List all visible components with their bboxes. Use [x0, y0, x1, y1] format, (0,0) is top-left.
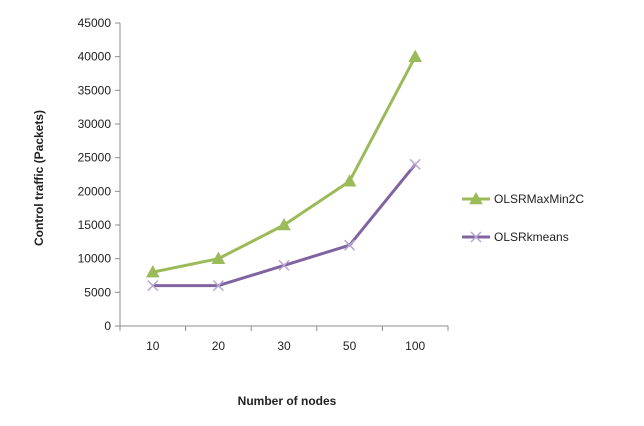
y-tick-label: 25000	[78, 151, 112, 165]
x-tick-label: 20	[212, 339, 226, 353]
x-tick-label: 30	[277, 339, 291, 353]
data-point	[212, 280, 224, 292]
series-layer	[145, 49, 423, 292]
y-tick-labels: 0 5000 10000 15000 20000 25000 30000 35000 40000…	[78, 16, 112, 333]
legend-item: OLSRMaxMin2C	[462, 191, 584, 206]
x-tick-labels: 10 20 30 50 100	[146, 339, 425, 353]
y-axis-title: Control traffic (Packets)	[32, 110, 46, 246]
axes	[115, 22, 449, 331]
data-point	[145, 265, 160, 278]
x-tick-label: 100	[405, 339, 425, 353]
legend-marker	[469, 191, 483, 205]
data-point	[211, 251, 226, 264]
x-tick-label: 50	[343, 339, 357, 353]
x-axis-title: Number of nodes	[238, 394, 337, 408]
data-point	[277, 217, 291, 231]
y-tick-label: 20000	[78, 184, 112, 198]
legend: OLSRMaxMin2C OLSRkmeans	[462, 191, 584, 244]
y-tick-label: 30000	[78, 117, 112, 131]
series-1	[145, 49, 423, 278]
y-tick-label: 35000	[78, 83, 112, 97]
series-2	[147, 158, 421, 292]
legend-item: OLSRkmeans	[462, 230, 569, 244]
y-tick-label: 10000	[78, 252, 112, 266]
data-point	[147, 280, 159, 292]
legend-label: OLSRkmeans	[494, 230, 569, 244]
y-tick-label: 45000	[78, 16, 112, 30]
y-tick-label: 40000	[78, 50, 112, 64]
y-tick-label: 15000	[78, 218, 112, 232]
legend-label: OLSRMaxMin2C	[494, 192, 584, 206]
data-point	[408, 49, 423, 62]
y-tick-label: 0	[104, 319, 111, 333]
data-point	[278, 259, 290, 271]
data-point	[342, 174, 357, 187]
series-line	[152, 55, 417, 274]
data-point	[409, 158, 421, 170]
data-point	[344, 239, 356, 251]
y-tick-label: 5000	[84, 285, 111, 299]
legend-marker	[470, 231, 482, 243]
x-tick-label: 10	[146, 339, 160, 353]
